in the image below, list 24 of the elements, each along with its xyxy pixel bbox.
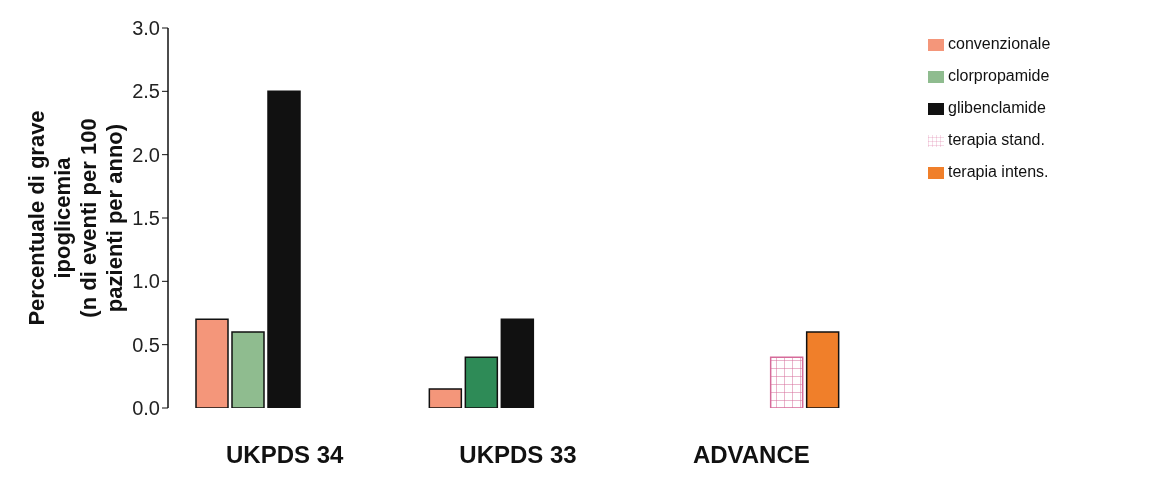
bar (195, 318, 229, 408)
legend-label: terapia intens. (948, 163, 1049, 180)
legend-label: clorpropamide (948, 67, 1050, 84)
x-tick-label: UKPDS 33 (459, 441, 577, 469)
x-tick-label: UKPDS 34 (225, 441, 345, 469)
bar (464, 356, 499, 408)
y-axis-title: Percentuale di grave ipoglicemia (n di eventi per 100 pazienti per anno) (24, 110, 127, 326)
y-tick-label: 3.0 (132, 17, 160, 40)
y-tick-label: 0.5 (132, 333, 160, 356)
legend-label: convenzionale (948, 35, 1051, 52)
bar (805, 331, 840, 408)
y-tick-label: 2.0 (132, 143, 160, 166)
y-tick-label: 0.0 (132, 397, 160, 420)
bar (428, 388, 463, 408)
y-tick-label: 2.5 (132, 80, 160, 103)
bar (769, 356, 804, 408)
y-tick-label: 1.0 (132, 270, 160, 293)
legend-label: glibenclamide (948, 99, 1046, 116)
legend-label: terapia stand. (948, 131, 1045, 148)
x-tick-label: ADVANCE (692, 441, 810, 469)
bar (267, 90, 301, 408)
bar (231, 331, 265, 408)
bar (500, 318, 535, 408)
y-tick-label: 1.5 (132, 207, 160, 230)
